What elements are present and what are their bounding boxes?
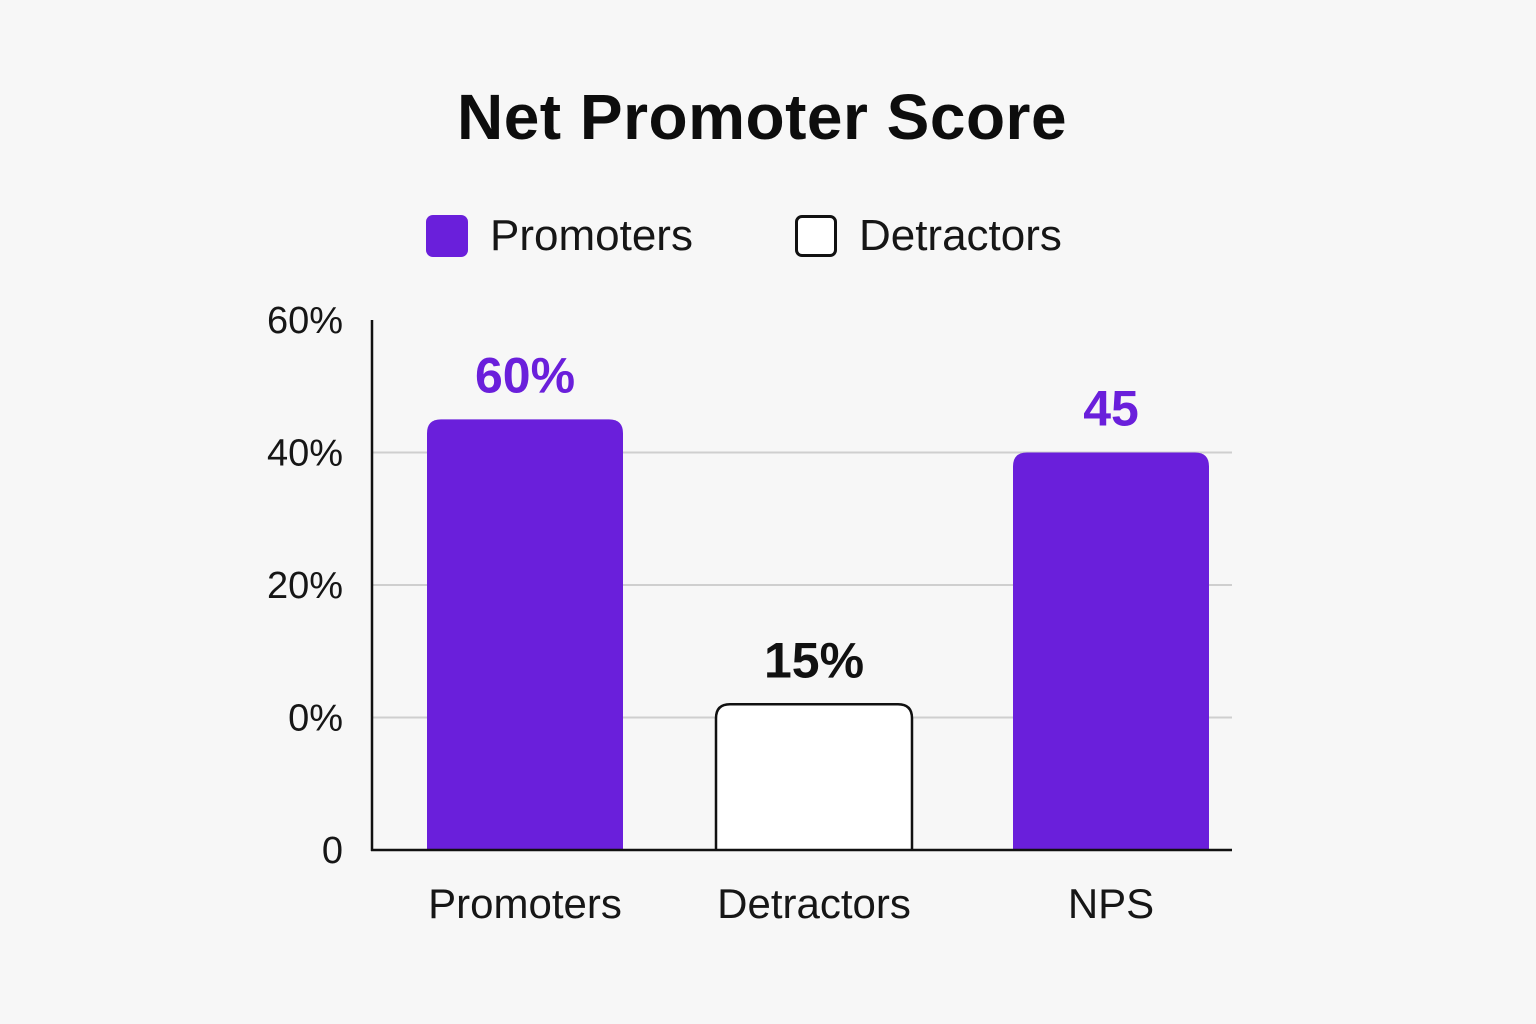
x-tick-label: Promoters <box>428 880 622 927</box>
legend-swatch-detractors <box>794 215 837 257</box>
x-tick-label: Detractors <box>717 880 911 927</box>
data-label: 45 <box>1083 381 1139 437</box>
y-tick-label: 0% <box>288 698 343 740</box>
x-tick-label: NPS <box>1068 880 1154 927</box>
legend-item-promoters: Promoters <box>426 211 693 261</box>
chart-title: Net Promoter Score <box>456 81 1068 153</box>
bar-detractors <box>714 703 914 850</box>
chart-legend: Promoters Detractors <box>426 211 1062 261</box>
y-tick-label: 0 <box>322 830 343 872</box>
legend-item-detractors: Detractors <box>794 211 1062 261</box>
legend-label-promoters: Promoters <box>490 211 693 260</box>
data-label: 15% <box>764 632 864 688</box>
data-label: 60% <box>475 347 575 403</box>
bar-nps <box>1013 452 1209 850</box>
y-tick-label: 60% <box>267 300 343 342</box>
bar-promoters <box>427 419 623 850</box>
y-tick-label: 20% <box>267 565 343 607</box>
legend-swatch-promoters <box>426 215 468 257</box>
legend-label-detractors: Detractors <box>858 211 1062 260</box>
y-tick-label: 40% <box>267 433 343 475</box>
